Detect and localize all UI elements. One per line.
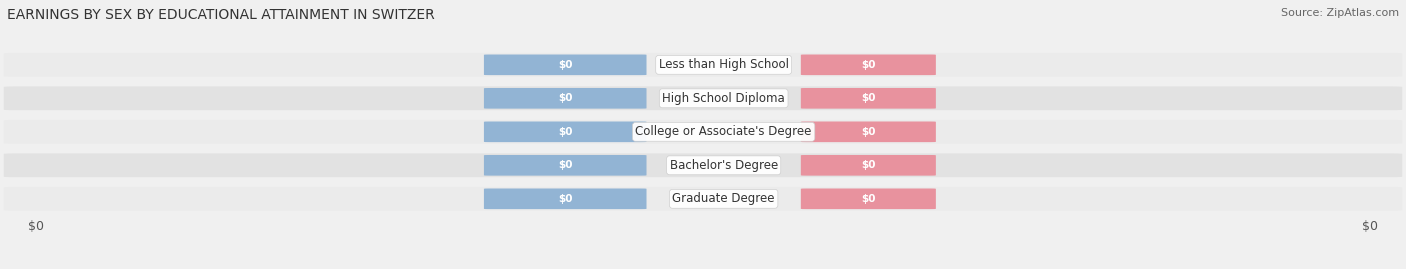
Text: $0: $0 xyxy=(558,93,572,103)
Text: $0: $0 xyxy=(860,93,876,103)
FancyBboxPatch shape xyxy=(801,189,936,209)
Text: Graduate Degree: Graduate Degree xyxy=(672,192,775,205)
FancyBboxPatch shape xyxy=(484,155,647,176)
FancyBboxPatch shape xyxy=(484,55,647,75)
Text: High School Diploma: High School Diploma xyxy=(662,92,785,105)
FancyBboxPatch shape xyxy=(4,86,1402,110)
FancyBboxPatch shape xyxy=(4,53,1402,77)
Text: $0: $0 xyxy=(860,160,876,170)
FancyBboxPatch shape xyxy=(484,122,647,142)
Text: $0: $0 xyxy=(1362,220,1378,233)
Text: Less than High School: Less than High School xyxy=(658,58,789,71)
FancyBboxPatch shape xyxy=(801,122,936,142)
FancyBboxPatch shape xyxy=(484,189,647,209)
Text: $0: $0 xyxy=(558,160,572,170)
FancyBboxPatch shape xyxy=(4,120,1402,144)
Text: $0: $0 xyxy=(860,60,876,70)
FancyBboxPatch shape xyxy=(801,55,936,75)
Text: Bachelor's Degree: Bachelor's Degree xyxy=(669,159,778,172)
Text: College or Associate's Degree: College or Associate's Degree xyxy=(636,125,811,138)
Text: $0: $0 xyxy=(860,194,876,204)
Text: $0: $0 xyxy=(558,60,572,70)
Text: $0: $0 xyxy=(558,127,572,137)
FancyBboxPatch shape xyxy=(801,88,936,109)
FancyBboxPatch shape xyxy=(801,155,936,176)
Text: Source: ZipAtlas.com: Source: ZipAtlas.com xyxy=(1281,8,1399,18)
Text: $0: $0 xyxy=(860,127,876,137)
FancyBboxPatch shape xyxy=(4,153,1402,177)
Text: $0: $0 xyxy=(558,194,572,204)
FancyBboxPatch shape xyxy=(484,88,647,109)
Text: $0: $0 xyxy=(28,220,44,233)
Text: EARNINGS BY SEX BY EDUCATIONAL ATTAINMENT IN SWITZER: EARNINGS BY SEX BY EDUCATIONAL ATTAINMEN… xyxy=(7,8,434,22)
FancyBboxPatch shape xyxy=(4,187,1402,211)
